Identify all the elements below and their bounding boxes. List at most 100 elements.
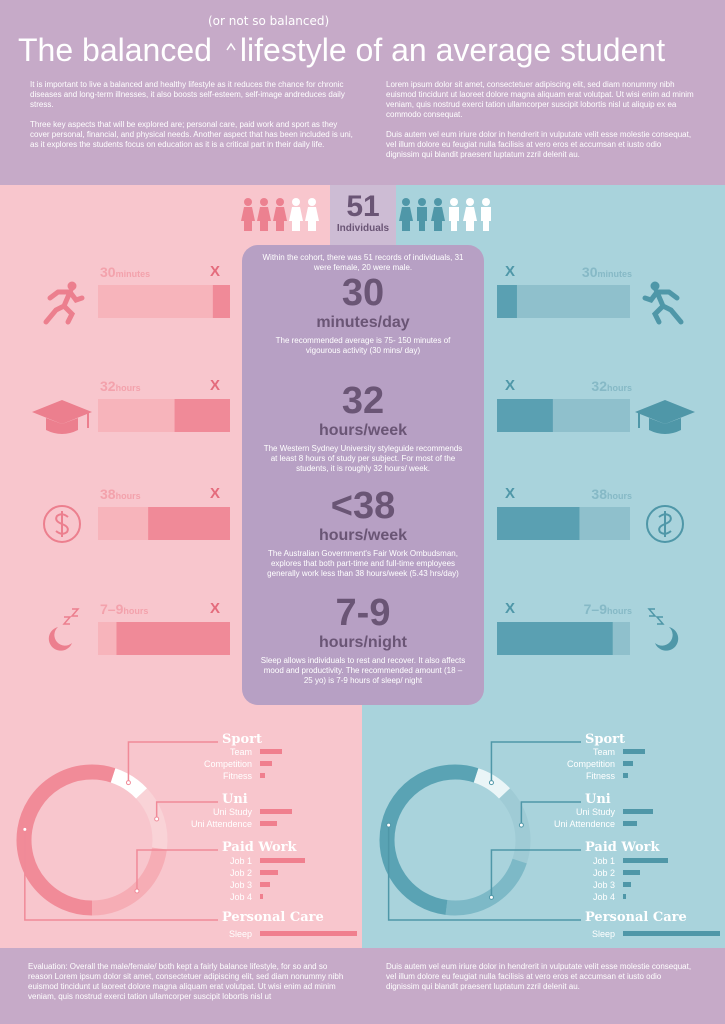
leader-dot xyxy=(134,888,140,894)
amount: 32 xyxy=(100,378,116,394)
footer-right: Duis autem vel eum iriure dolor in hendr… xyxy=(386,962,692,991)
headline-unit: minutes/day xyxy=(316,314,410,331)
leader-dot xyxy=(488,894,494,900)
header-bg xyxy=(0,0,725,185)
amount-label: 30 minutes xyxy=(560,264,632,282)
item-label: Job 4 xyxy=(229,892,252,902)
bar xyxy=(148,507,230,540)
amount: 38 xyxy=(100,486,116,502)
headline: 30 xyxy=(341,272,385,314)
marker: X xyxy=(210,600,221,617)
leader-dot xyxy=(386,822,392,828)
unit: hours xyxy=(606,606,632,616)
cohort-count: 51 xyxy=(346,190,380,223)
zz xyxy=(62,608,80,625)
cohort-description: Within the cohort, there was 51 records … xyxy=(262,253,464,272)
person-icon xyxy=(289,207,303,231)
title-end: lifestyle of an average student xyxy=(239,32,666,68)
amount-label: 7–9 hours xyxy=(100,601,148,619)
item-bar xyxy=(623,870,640,875)
dollar xyxy=(55,511,69,537)
bar xyxy=(212,285,230,318)
amount: 30 xyxy=(100,264,116,280)
person-icon xyxy=(241,207,255,231)
runner-body xyxy=(43,289,85,325)
leader-dot xyxy=(22,826,28,832)
intro-paragraph: Duis autem vel eum iriure dolor in hendr… xyxy=(386,130,692,159)
title-insert: (or not so balanced) xyxy=(208,14,330,28)
description: The Australian Government's Fair Work Om… xyxy=(267,549,459,578)
item-bar xyxy=(623,809,653,814)
person-icon xyxy=(450,198,458,206)
unit: hours xyxy=(115,491,141,501)
intro-right: Lorem ipsum dolor sit amet, consectetuer… xyxy=(386,80,696,170)
item-label: Job 3 xyxy=(229,880,252,890)
item-bar xyxy=(260,809,292,814)
leader-line xyxy=(155,801,218,819)
marker: X xyxy=(505,485,516,502)
icon xyxy=(32,400,92,434)
dollar xyxy=(658,511,672,537)
headline: 32 xyxy=(341,380,385,422)
person-icon xyxy=(257,207,271,231)
item-bar xyxy=(623,821,637,826)
person-icon xyxy=(308,198,316,206)
marker: X xyxy=(505,263,516,280)
item-label: Job 2 xyxy=(592,868,615,878)
group-title: Paid Work xyxy=(222,840,297,855)
intro-paragraph: Lorem ipsum dolor sit amet, consectetuer… xyxy=(386,80,694,119)
amount-label: 32 hours xyxy=(100,378,141,396)
group-title: Uni xyxy=(222,792,248,807)
unit: minutes xyxy=(597,269,632,279)
person-icon xyxy=(482,198,490,206)
item-label: Sleep xyxy=(591,929,615,939)
bar xyxy=(497,399,553,432)
unit: hours xyxy=(123,606,149,616)
description: The recommended average is 75- 150 minut… xyxy=(275,336,451,355)
person-icon xyxy=(402,198,410,206)
center-panel xyxy=(242,245,484,705)
group-title: Sport xyxy=(222,732,263,747)
group-title: Uni xyxy=(585,792,611,807)
amount-label: 30 minutes xyxy=(100,264,150,282)
item-label: Uni Study xyxy=(212,807,252,817)
item-bar xyxy=(623,749,645,754)
item-label: Job 2 xyxy=(229,868,252,878)
coin xyxy=(43,505,81,543)
person-icon xyxy=(292,198,300,206)
intro-paragraph: It is important to live a balanced and h… xyxy=(30,80,345,109)
item-label: Job 3 xyxy=(592,880,615,890)
zz xyxy=(647,608,665,625)
unit: hours xyxy=(115,383,141,393)
item-bar xyxy=(260,894,263,899)
icon xyxy=(647,608,679,651)
item-bar xyxy=(260,761,272,766)
item-label: Job 4 xyxy=(592,892,615,902)
moon xyxy=(655,627,679,651)
item-label: Job 1 xyxy=(592,856,615,866)
description: The Western Sydney University styleguide… xyxy=(263,444,463,473)
leader-line xyxy=(490,849,581,898)
amount-label: 38 hours xyxy=(100,486,141,504)
footer-left: Evaluation: Overall the male/female/ bot… xyxy=(28,962,344,1001)
person-icon xyxy=(431,207,445,231)
item-label: Fitness xyxy=(585,771,615,781)
icon xyxy=(642,281,684,325)
leader-dot xyxy=(518,822,524,828)
leader-line xyxy=(136,849,218,892)
cap-top xyxy=(635,400,695,424)
bar-track xyxy=(98,285,230,318)
item-bar xyxy=(260,773,265,778)
group-title: Personal Care xyxy=(585,910,687,925)
amount: 38 xyxy=(591,486,607,502)
bar xyxy=(497,507,580,540)
person-icon xyxy=(449,207,459,231)
item-label: Sleep xyxy=(228,929,252,939)
person-icon xyxy=(418,198,426,206)
item-bar xyxy=(260,882,270,887)
amount: 30 xyxy=(581,264,598,280)
cap-top xyxy=(32,400,92,424)
group-title: Personal Care xyxy=(222,910,324,925)
intro-paragraph: Three key aspects that will be explored … xyxy=(30,120,353,149)
